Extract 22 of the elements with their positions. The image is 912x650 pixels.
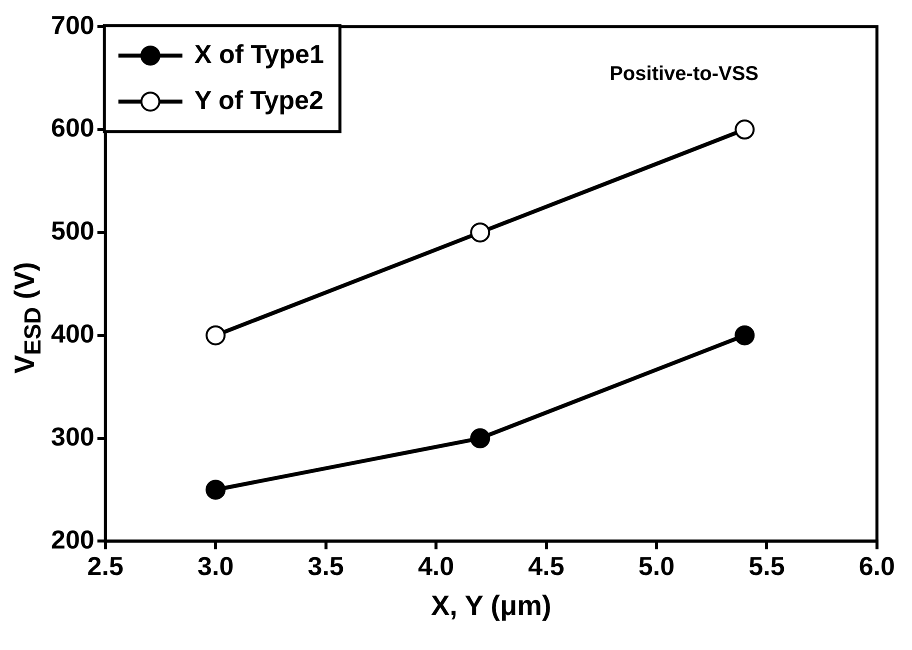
x-tick-label: 5.0 bbox=[638, 550, 675, 581]
x-tick-label: 4.5 bbox=[528, 550, 564, 581]
x-tick-label: 3.5 bbox=[308, 550, 344, 581]
point bbox=[470, 428, 490, 448]
point bbox=[734, 120, 755, 140]
x-tick-label: 4.0 bbox=[418, 550, 454, 581]
x-axis-title: X, Y (μm) bbox=[430, 590, 552, 621]
x-tick-label: 3.0 bbox=[198, 550, 234, 581]
point bbox=[206, 480, 226, 500]
y-tick-label: 600 bbox=[50, 112, 94, 143]
point bbox=[206, 325, 226, 346]
x-tick-label: 6.0 bbox=[858, 550, 896, 581]
point bbox=[734, 325, 755, 346]
point bbox=[470, 222, 490, 242]
legend-label: X of Type1 bbox=[194, 38, 324, 69]
y-tick-label: 500 bbox=[50, 216, 94, 246]
legend-label: Y of Type2 bbox=[194, 84, 324, 115]
annotation: Positive-to-VSS bbox=[610, 63, 758, 86]
y-tick-label: 700 bbox=[50, 10, 94, 40]
y-tick-label: 300 bbox=[50, 421, 94, 452]
y-tick-label: 400 bbox=[50, 318, 94, 349]
x-tick-label: 5.5 bbox=[748, 550, 785, 581]
